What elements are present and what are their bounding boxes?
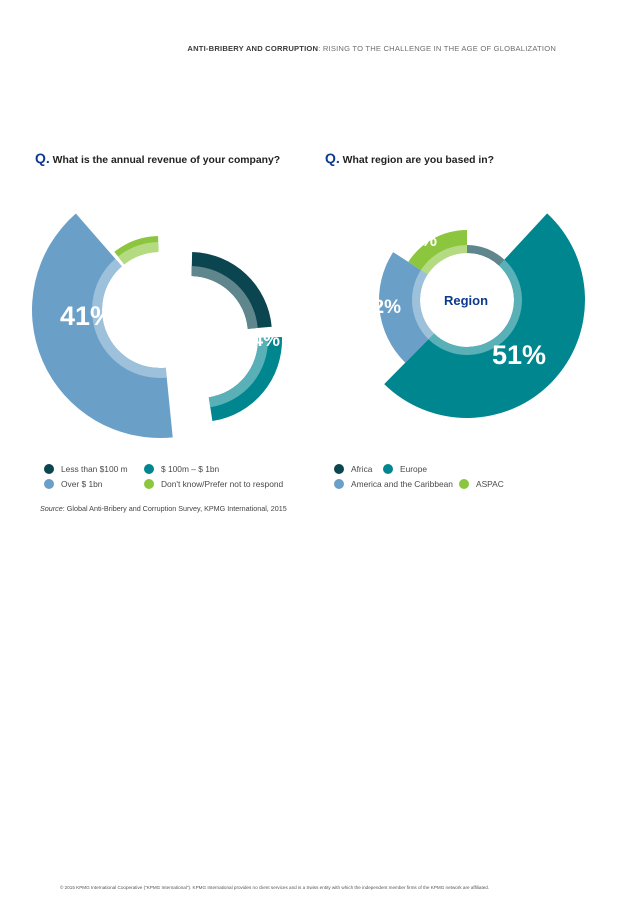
question-marker: Q. bbox=[35, 150, 50, 166]
legend-item-africa: Africa bbox=[334, 464, 372, 474]
donut-value-label: 51% bbox=[492, 340, 546, 370]
page-header: ANTI-BRIBERY AND CORRUPTION: RISING TO T… bbox=[187, 44, 556, 53]
legend-swatch bbox=[334, 464, 344, 474]
donut-slice bbox=[384, 213, 585, 418]
donut-inner-ring bbox=[118, 242, 159, 265]
question-region: Q. What region are you based in? bbox=[325, 150, 494, 166]
legend-swatch bbox=[44, 479, 54, 489]
legend-label: Europe bbox=[400, 464, 428, 474]
source-prefix: Source bbox=[40, 504, 63, 513]
legend-swatch bbox=[44, 464, 54, 474]
donut-slice-group bbox=[408, 230, 467, 275]
legend-item-less-than-100m: Less than $100 m bbox=[44, 464, 128, 474]
legend-label: $ 100m – $ 1bn bbox=[161, 464, 220, 474]
donut-slice-group bbox=[191, 252, 272, 329]
legend-swatch bbox=[334, 479, 344, 489]
donut-slice-group bbox=[208, 336, 282, 422]
donut-slice-group bbox=[114, 236, 159, 265]
question-marker: Q. bbox=[325, 150, 340, 166]
header-title: ANTI-BRIBERY AND CORRUPTION bbox=[187, 44, 319, 53]
question-revenue-text: What is the annual revenue of your compa… bbox=[52, 155, 281, 166]
legend-label: Over $ 1bn bbox=[61, 479, 103, 489]
legend-item-aspac: ASPAC bbox=[459, 479, 504, 489]
copyright-footer: © 2015 KPMG International Cooperative ("… bbox=[60, 885, 490, 890]
legend-item-europe: Europe bbox=[383, 464, 427, 474]
donut-inner-ring bbox=[412, 270, 435, 340]
donut-slice-group bbox=[379, 252, 435, 363]
source-text: : Global Anti-Bribery and Corruption Sur… bbox=[62, 504, 287, 513]
legend-item-america-caribbean: America and the Caribbean bbox=[334, 479, 453, 489]
legend-item-dont-know: Don't know/Prefer not to respond bbox=[144, 479, 283, 489]
legend-item-100m-1bn: $ 100m – $ 1bn bbox=[144, 464, 219, 474]
source-note: Source: Global Anti-Bribery and Corrupti… bbox=[40, 504, 287, 513]
legend-label: America and the Caribbean bbox=[351, 479, 453, 489]
donut-value-label: 16% bbox=[401, 230, 437, 250]
legend-swatch bbox=[144, 479, 154, 489]
donut-value-label: 41% bbox=[60, 301, 114, 331]
donut-value-label: 22% bbox=[363, 297, 401, 318]
donut-slice bbox=[408, 230, 467, 275]
donut-center-label: Region bbox=[444, 293, 488, 308]
donut-inner-ring bbox=[467, 245, 505, 266]
legend-label: Don't know/Prefer not to respond bbox=[161, 479, 284, 489]
donut-slice-group bbox=[384, 213, 585, 418]
donut-value-label: 24% bbox=[242, 330, 280, 351]
question-region-text: What region are you based in? bbox=[342, 155, 494, 166]
legend-swatch bbox=[144, 464, 154, 474]
revenue-legend: Less than $100 m $ 100m – $ 1bn Over $ 1… bbox=[44, 464, 314, 504]
legend-swatch bbox=[383, 464, 393, 474]
donut-inner-ring bbox=[420, 245, 467, 275]
donut-value-label: 24% bbox=[234, 223, 272, 244]
donut-slice-group bbox=[31, 213, 173, 438]
region-donut-chart: 12% 51% 22% 16% Region bbox=[363, 213, 585, 418]
revenue-donut-chart: 24% 24% 41% 11% bbox=[31, 207, 282, 438]
region-legend: Africa Europe America and the Caribbean … bbox=[334, 464, 594, 504]
donut-inner-ring bbox=[208, 337, 268, 408]
header-subtitle: : RISING TO THE CHALLENGE IN THE AGE OF … bbox=[318, 44, 556, 53]
donut-inner-ring bbox=[428, 259, 522, 355]
legend-label: Less than $100 m bbox=[61, 464, 128, 474]
donut-slice-group bbox=[467, 245, 505, 266]
donut-inner-ring bbox=[92, 258, 167, 378]
donut-inner-ring bbox=[191, 266, 258, 329]
donut-value-label: 11% bbox=[141, 207, 174, 226]
question-revenue: Q. What is the annual revenue of your co… bbox=[35, 150, 280, 166]
legend-swatch bbox=[459, 479, 469, 489]
legend-item-over-1bn: Over $ 1bn bbox=[44, 479, 102, 489]
legend-label: Africa bbox=[351, 464, 373, 474]
donut-value-label: 12% bbox=[470, 229, 500, 246]
legend-label: ASPAC bbox=[476, 479, 504, 489]
